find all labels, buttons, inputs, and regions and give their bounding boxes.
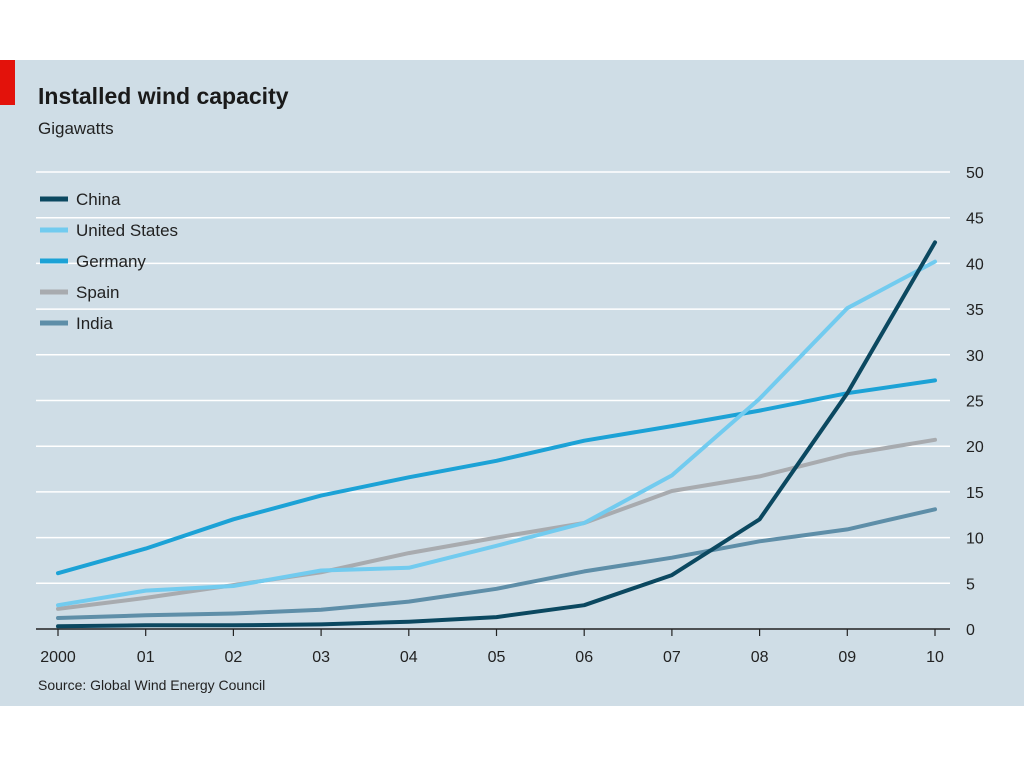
chart-title: Installed wind capacity bbox=[38, 83, 289, 109]
x-tick-label: 01 bbox=[137, 649, 155, 666]
y-tick-label: 15 bbox=[966, 485, 984, 502]
series-line-germany bbox=[56, 378, 937, 576]
y-tick-label: 35 bbox=[966, 302, 984, 319]
x-tick-label: 06 bbox=[575, 649, 593, 666]
red-brand-tab bbox=[0, 60, 15, 105]
series-line-united-states bbox=[56, 259, 937, 608]
x-tick-label: 07 bbox=[663, 649, 681, 666]
y-tick-label: 10 bbox=[966, 531, 984, 548]
x-tick-label: 03 bbox=[312, 649, 330, 666]
chart-source: Source: Global Wind Energy Council bbox=[38, 677, 266, 693]
chart-subtitle: Gigawatts bbox=[38, 119, 114, 138]
y-tick-label: 0 bbox=[966, 622, 975, 639]
legend: China United States Germany Spain India bbox=[40, 190, 178, 333]
legend-label-china: China bbox=[76, 190, 121, 209]
x-tick-label: 04 bbox=[400, 649, 418, 666]
x-tick-label: 05 bbox=[488, 649, 506, 666]
y-tick-label: 50 bbox=[966, 165, 984, 182]
y-tick-label: 30 bbox=[966, 348, 984, 365]
y-tick-label: 20 bbox=[966, 439, 984, 456]
series-layer bbox=[56, 240, 937, 629]
y-tick-label: 40 bbox=[966, 256, 984, 273]
legend-label-germany: Germany bbox=[76, 252, 146, 271]
x-tick-label: 02 bbox=[225, 649, 243, 666]
y-tick-label: 45 bbox=[966, 211, 984, 228]
x-tick-label: 09 bbox=[838, 649, 856, 666]
x-tick-label: 08 bbox=[751, 649, 769, 666]
series-line-china bbox=[56, 240, 937, 629]
legend-label-spain: Spain bbox=[76, 283, 119, 302]
x-tick-label: 2000 bbox=[40, 649, 76, 666]
x-tick-label: 10 bbox=[926, 649, 944, 666]
y-tick-label: 5 bbox=[966, 576, 975, 593]
y-tick-label: 25 bbox=[966, 394, 984, 411]
legend-label-united-states: United States bbox=[76, 221, 178, 240]
series-line-india bbox=[56, 507, 937, 620]
legend-label-india: India bbox=[76, 314, 113, 333]
